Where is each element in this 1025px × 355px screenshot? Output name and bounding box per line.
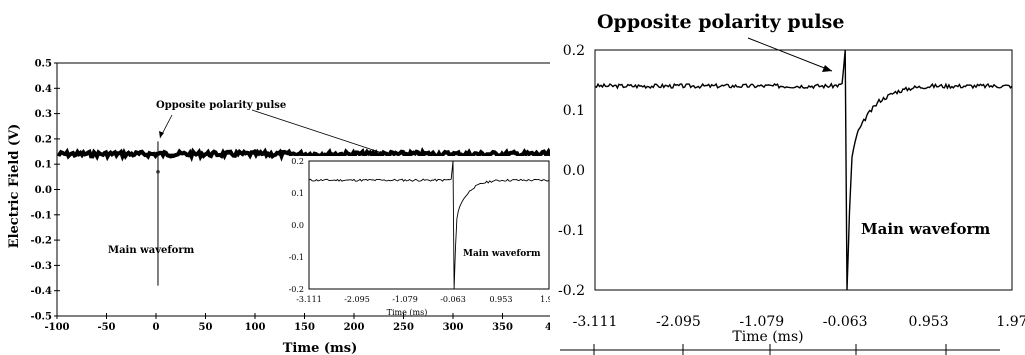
inset-x-tick-label: 0.953 [490,295,513,304]
main-x-tick-label: 350 [492,322,513,333]
inset-x-tick-label: -0.063 [440,295,466,304]
main-x-tick-label: 250 [393,322,414,333]
main-x-tick-label: 4 [545,322,552,333]
zoom-y-tick-label: 0.0 [563,163,585,179]
main-y-tick-label: -0.5 [30,312,52,323]
main-x-axis-label: Time (ms) [283,341,358,355]
inset-plot-border [308,160,550,290]
main-y-tick-label: -0.2 [30,236,52,247]
main-y-tick-label: 0.4 [35,84,52,95]
main-x-tick-label: 150 [294,322,315,333]
main-ticks: 0.50.40.30.20.10.0-0.1-0.2-0.3-0.4-0.5-1… [30,59,553,333]
inset-x-tick-label: 1.97 [540,295,558,304]
zoom-plot-border [594,49,1013,291]
zoom-x-tick-label: 1.97 [996,314,1025,330]
zoom-title-arrow [747,37,833,72]
inset-background [284,156,559,306]
main-y-tick-label: 0.5 [35,59,52,70]
zoom-waveform-annotation: Main waveform [861,220,990,238]
inset-y-tick-label: -0.2 [289,285,304,294]
inset-y-tick-label: 0.1 [291,189,304,198]
zoom-y-tick-label: 0.1 [563,103,585,119]
zoom-plot-frame [594,49,1013,291]
main-y-tick-label: -0.4 [30,286,52,297]
zoom-y-tick-label: 0.2 [563,43,585,59]
main-y-tick-label: 0.1 [35,160,52,171]
zoom-chart: 0.2 0.1 0.0 -0.1 -0.2 -3.111 -2.095 -1.079 -0.06… [550,11,1025,355]
zoom-x-tick-label: -2.095 [656,314,701,330]
main-waveform-annotation: Main waveform [108,245,195,256]
zoom-title: Opposite polarity pulse [597,11,844,33]
inset-chart: 0.2 0.1 0.0 -0.1 -0.2-3.111 -2.095 -1.079 -0.06… [284,156,559,317]
inset-x-tick-label: -1.079 [392,295,418,304]
main-y-tick-label: -0.3 [30,261,52,272]
inset-y-tick-label: -0.1 [289,253,304,262]
main-series-noise-band [57,146,554,163]
zoom-bottom-ruler [560,344,1000,355]
main-y-tick-label: 0.2 [35,134,52,145]
inset-waveform-annotation: Main waveform [463,249,541,259]
main-y-tick-label: -0.1 [30,210,52,221]
main-x-tick-label: -50 [97,322,115,333]
zoom-x-tick-label: -0.063 [823,314,868,330]
main-pulse-annotation: Opposite polarity pulse [156,100,286,111]
main-y-tick-label: 0.3 [35,109,52,120]
inset-series-line [308,160,550,290]
zoom-x-tick-label: -1.079 [739,314,784,330]
inset-ticks: 0.2 0.1 0.0 -0.1 -0.2-3.111 -2.095 -1.079 -0.06… [289,157,558,304]
zoom-series-line [594,49,1013,291]
zoom-x-axis-label: Time (ms) [732,329,803,345]
main-y-tick-label: 0.0 [35,185,52,196]
main-x-tick-label: 100 [245,322,266,333]
main-x-tick-label: 0 [153,322,160,333]
main-x-tick-label: 300 [443,322,464,333]
inset-plot-frame [308,160,550,290]
inset-y-tick-label: 0.2 [291,157,304,166]
main-y-axis-label: Electric Field (V) [7,124,22,249]
zoom-x-tick-label: -3.111 [573,314,618,330]
main-spike-marker [156,169,160,174]
main-x-tick-label: 200 [344,322,365,333]
inset-x-axis-label: Time (ms) [387,308,428,317]
zoom-y-tick-label: -0.1 [558,223,585,239]
zoom-x-tick-label: 0.953 [909,314,949,330]
zoom-y-tick-label: -0.2 [558,283,585,299]
inset-y-tick-label: 0.0 [291,221,304,230]
inset-x-tick-label: -3.111 [296,295,322,304]
zoom-title-arrowhead [822,65,832,72]
main-x-tick-label: -100 [44,322,69,333]
main-x-tick-label: 50 [199,322,213,333]
main-chart: 0.50.40.30.20.10.0-0.1-0.2-0.3-0.4-0.5-1… [7,59,554,355]
zoom-background [550,40,1025,355]
main-pulse-arrowhead [159,131,164,138]
inset-x-tick-label: -2.095 [344,295,370,304]
zoom-ticks: 0.2 0.1 0.0 -0.1 -0.2 -3.111 -2.095 -1.079 -0.06… [558,43,1025,330]
